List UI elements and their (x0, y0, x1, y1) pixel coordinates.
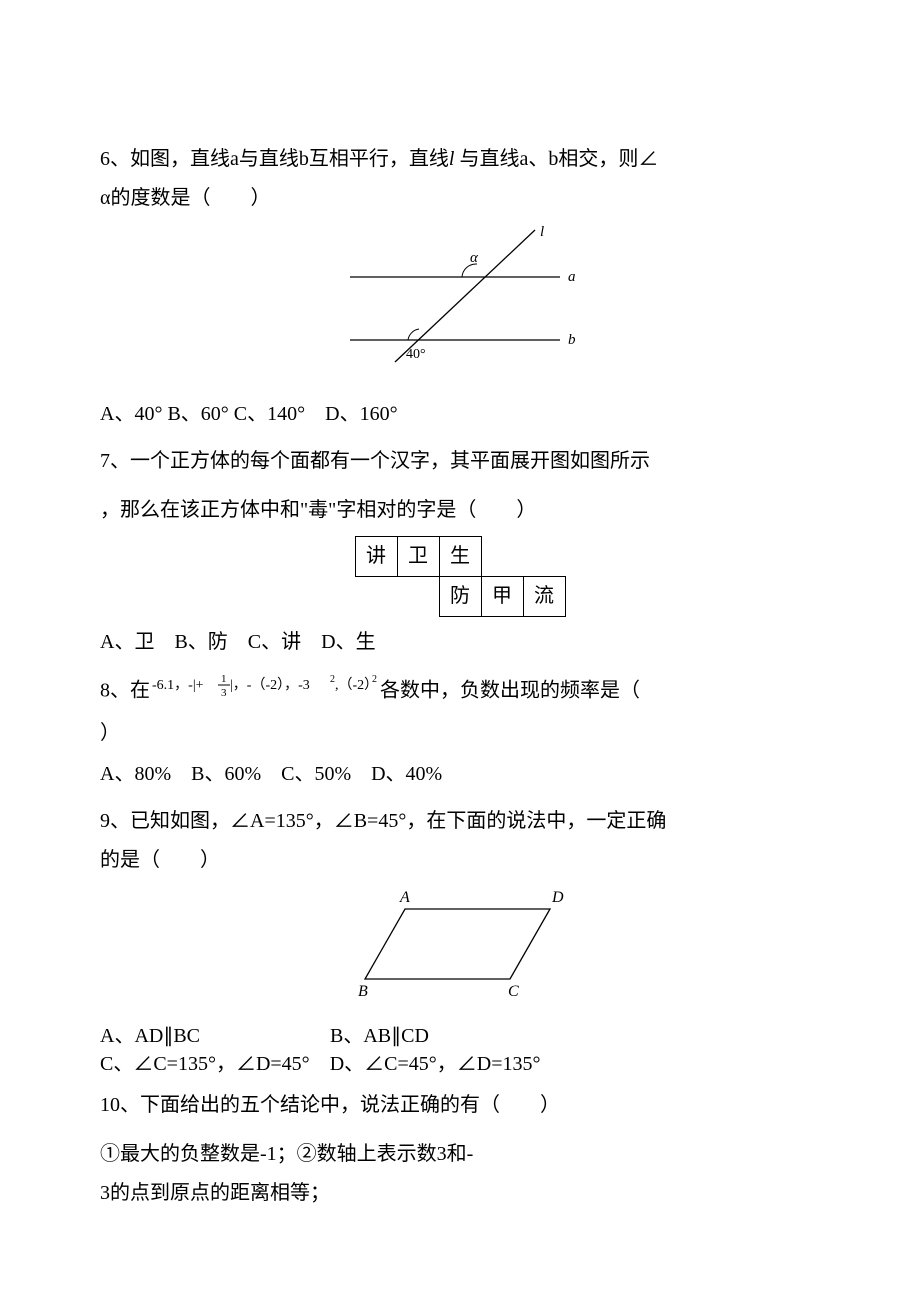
q8-opt-a: A、80% (100, 763, 171, 785)
q6-part-c: α的度数是（ ） (100, 179, 820, 218)
q6-opt-a: A、40° (100, 403, 162, 425)
q7-opt-b: B、防 (174, 631, 227, 653)
q10-part-c: 3的点到原点的距离相等； (100, 1174, 820, 1213)
q9-figure: A D B C (100, 884, 820, 1018)
q7-unfold-table: 讲 卫 生 防 甲 流 (355, 536, 566, 617)
svg-text:2: 2 (372, 674, 377, 685)
q6-opt-d: D、160° (325, 403, 397, 425)
q8-part-c: ） (100, 714, 820, 753)
q7-cell-0: 讲 (355, 537, 397, 577)
q8-options: A、80% B、60% C、50% D、40% (100, 755, 820, 794)
q8-opt-b: B、60% (191, 763, 261, 785)
q9-part-b: 的是（ ） (100, 841, 820, 880)
q7-part-a: 7、一个正方体的每个面都有一个汉字，其平面展开图如图所示 (100, 442, 820, 481)
q9-part-a: 9、已知如图，∠A=135°，∠B=45°，在下面的说法中，一定正确 (100, 802, 820, 841)
q9-A: A (399, 889, 410, 906)
q7-cell-1: 卫 (397, 537, 439, 577)
q6-l-char: l (449, 148, 455, 170)
q9-options-row2: C、∠C=135°，∠D=45° D、∠C=45°，∠D=135° (100, 1050, 820, 1078)
q6-part-a: 6、如图，直线a与直线b互相平行，直线 (100, 148, 449, 170)
q9-svg: A D B C (320, 884, 600, 1004)
q7-cell-2: 生 (439, 537, 481, 577)
q8-line1: 8、在 -6.1，-|+ 1 3 |，-（-2），-3 2 ,（-2） 2 各数… (100, 670, 820, 714)
q9-opt-c: C、∠C=135°，∠D=45° (100, 1053, 310, 1075)
q6-line-a: a (568, 269, 576, 285)
question-10: 10、下面给出的五个结论中，说法正确的有（ ） ①最大的负整数是-1；②数轴上表… (100, 1086, 820, 1213)
q7-opt-c: C、讲 (248, 631, 301, 653)
q6-angle-40: 40° (406, 347, 426, 362)
q7-opt-d: D、生 (321, 631, 375, 653)
q8-opt-c: C、50% (281, 763, 351, 785)
q6-svg: α a b l 40° (310, 222, 610, 377)
question-7: 7、一个正方体的每个面都有一个汉字，其平面展开图如图所示 ，那么在该正方体中和"… (100, 442, 820, 662)
q6-line-l: l (540, 224, 544, 240)
q7-cell-empty4 (397, 577, 439, 617)
question-6: 6、如图，直线a与直线b互相平行，直线l 与直线a、b相交，则∠ α的度数是（ … (100, 140, 820, 434)
q9-D: D (551, 889, 564, 906)
q10-part-b: ①最大的负整数是-1；②数轴上表示数3和- (100, 1135, 820, 1174)
q6-text: 6、如图，直线a与直线b互相平行，直线l 与直线a、b相交，则∠ (100, 140, 820, 179)
q6-options: A、40° B、60° C、140° D、160° (100, 395, 820, 434)
q8-part-a: 8、在 (100, 680, 150, 702)
q9-opt-b: B、AB∥CD (330, 1022, 560, 1050)
q9-opt-a: A、AD∥BC (100, 1022, 330, 1050)
q7-cell-empty1 (481, 537, 523, 577)
q8-formula: -6.1，-|+ 1 3 |，-（-2），-3 2 ,（-2） 2 (150, 670, 380, 714)
svg-text:-6.1，-|+: -6.1，-|+ (152, 678, 204, 693)
q9-C: C (508, 983, 519, 1000)
q8-opt-d: D、40% (371, 763, 442, 785)
q6-part-b: 与直线a、b相交，则∠ (459, 148, 658, 170)
q7-cell-empty2 (523, 537, 565, 577)
q7-cell-5: 流 (523, 577, 565, 617)
svg-text:3: 3 (221, 687, 227, 699)
question-8: 8、在 -6.1，-|+ 1 3 |，-（-2），-3 2 ,（-2） 2 各数… (100, 670, 820, 794)
q6-opt-b: B、60° (167, 403, 228, 425)
q7-cell-4: 甲 (481, 577, 523, 617)
q6-figure: α a b l 40° (100, 222, 820, 391)
svg-text:1: 1 (221, 673, 227, 685)
q7-options: A、卫 B、防 C、讲 D、生 (100, 623, 820, 662)
q10-part-a: 10、下面给出的五个结论中，说法正确的有（ ） (100, 1086, 820, 1125)
q7-figure: 讲 卫 生 防 甲 流 (100, 536, 820, 617)
q9-options-row1: A、AD∥BCB、AB∥CD (100, 1022, 820, 1050)
q9-B: B (358, 983, 368, 1000)
q7-opt-a: A、卫 (100, 631, 154, 653)
q6-alpha-label: α (470, 250, 479, 266)
q7-cell-3: 防 (439, 577, 481, 617)
svg-text:|，-（-2），-3: |，-（-2），-3 (230, 677, 310, 693)
q6-line-b: b (568, 332, 576, 348)
question-9: 9、已知如图，∠A=135°，∠B=45°，在下面的说法中，一定正确 的是（ ）… (100, 802, 820, 1078)
q9-opt-d: D、∠C=45°，∠D=135° (330, 1053, 541, 1075)
q6-opt-c: C、140° (234, 403, 305, 425)
q7-cell-empty3 (355, 577, 397, 617)
q8-part-b: 各数中，负数出现的频率是（ (380, 680, 640, 702)
q7-part-b: ，那么在该正方体中和"毒"字相对的字是（ ） (100, 491, 820, 530)
